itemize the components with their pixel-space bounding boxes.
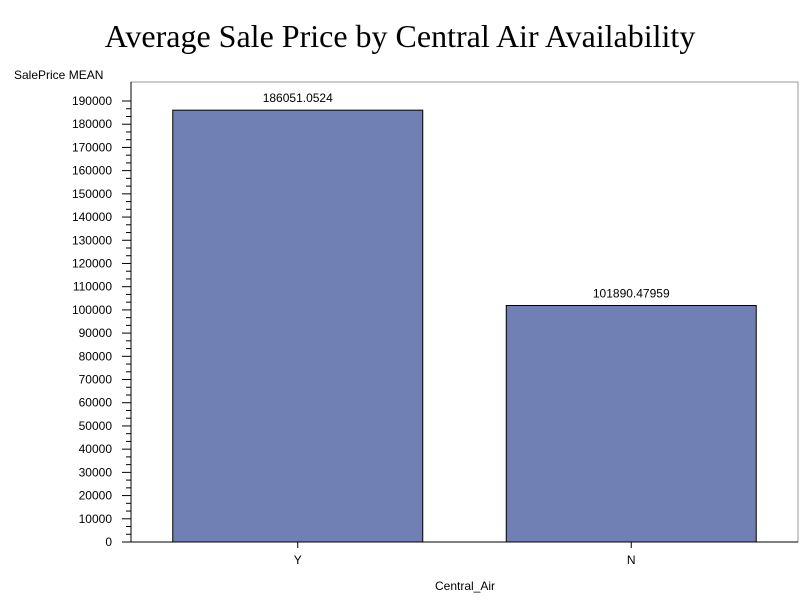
y-tick-label: 120000 <box>72 256 112 270</box>
y-tick-label: 140000 <box>72 210 112 224</box>
y-axis-ticks: 0 10000 20000 30000 40000 50000 60000 70000 8000… <box>72 94 131 549</box>
y-tick-label: 170000 <box>72 140 112 154</box>
bar-value-label: 101890.47959 <box>593 287 670 301</box>
y-tick-label: 180000 <box>72 117 112 131</box>
y-tick-label: 80000 <box>79 349 113 363</box>
bars-group: 186051.0524 101890.47959 <box>172 91 757 543</box>
y-tick-label: 10000 <box>79 512 113 526</box>
x-tick-label: Y <box>294 553 302 567</box>
y-tick-label: 110000 <box>73 280 112 294</box>
y-tick-label: 100000 <box>72 303 112 317</box>
y-tick-label: 70000 <box>79 373 113 387</box>
x-tick-label: N <box>627 553 636 567</box>
y-tick-label: 0 <box>105 535 112 549</box>
y-tick-label: 150000 <box>72 187 112 201</box>
y-tick-label: 190000 <box>72 94 112 108</box>
y-tick-label: 60000 <box>79 396 113 410</box>
bar-value-label: 186051.0524 <box>263 91 333 105</box>
y-tick-label: 160000 <box>72 164 112 178</box>
y-tick-label: 90000 <box>79 326 113 340</box>
y-tick-label: 40000 <box>79 442 113 456</box>
y-tick-label: 30000 <box>79 465 113 479</box>
x-axis-label: Central_Air <box>435 579 495 593</box>
y-axis-label: SalePrice MEAN <box>14 68 103 82</box>
y-tick-label: 20000 <box>79 489 113 503</box>
chart-title: Average Sale Price by Central Air Availa… <box>105 18 696 54</box>
y-tick-label: 50000 <box>79 419 113 433</box>
bar-y <box>172 109 424 543</box>
y-tick-label: 130000 <box>72 233 112 247</box>
bar-n <box>505 305 757 543</box>
